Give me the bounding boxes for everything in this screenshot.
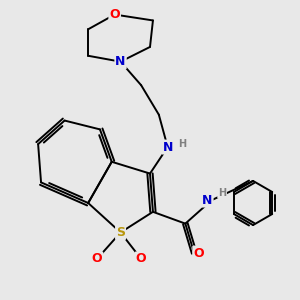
Text: N: N [116, 55, 126, 68]
Text: S: S [116, 226, 125, 239]
Text: N: N [202, 194, 213, 207]
Text: O: O [110, 8, 120, 21]
Text: O: O [92, 252, 102, 266]
Text: H: H [218, 188, 226, 198]
Text: O: O [136, 252, 146, 266]
Text: H: H [178, 139, 187, 149]
Text: O: O [193, 247, 204, 260]
Text: N: N [163, 141, 173, 154]
